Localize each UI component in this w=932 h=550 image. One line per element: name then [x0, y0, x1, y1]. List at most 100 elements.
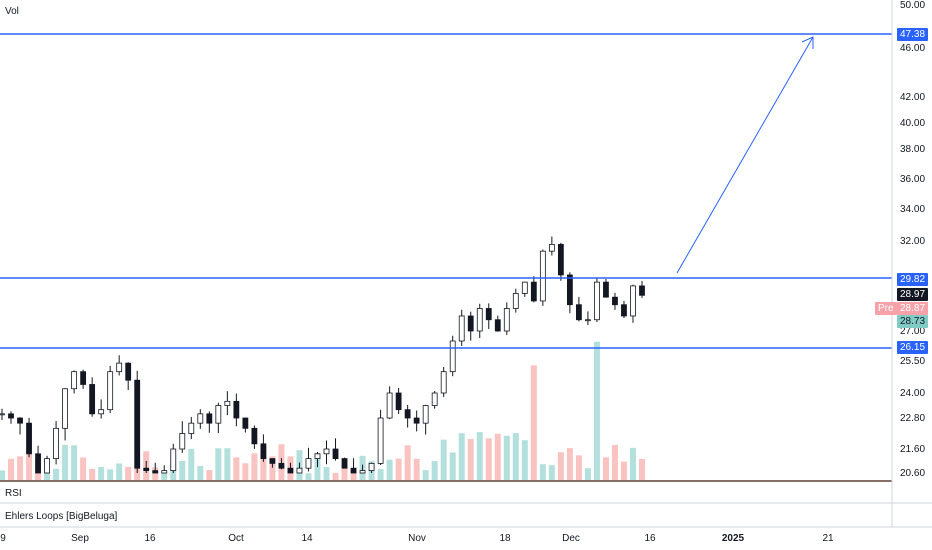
- volume-bar: [530, 365, 537, 480]
- volume-bar: [71, 445, 78, 480]
- time-tick: 21: [822, 533, 834, 544]
- candle-body: [449, 340, 456, 373]
- candle-body: [566, 274, 573, 306]
- candle-body: [476, 308, 483, 332]
- candle-body: [603, 281, 609, 298]
- candle-body: [341, 458, 348, 469]
- volume-bar: [386, 459, 393, 480]
- candle-body: [621, 304, 627, 317]
- candle-body: [350, 467, 357, 474]
- volume-bar: [80, 457, 87, 480]
- candle-body: [639, 285, 645, 296]
- volume-bar: [107, 469, 114, 480]
- volume-bar: [197, 466, 204, 480]
- resistance-high-price-tag: 47.38: [897, 28, 929, 41]
- price-tick: 25.50: [900, 356, 926, 367]
- volume-bar: [503, 435, 510, 480]
- candle-body: [287, 467, 294, 474]
- price-tick: 32.00: [900, 236, 926, 247]
- time-tick: 14: [301, 533, 313, 544]
- candle-body: [179, 433, 186, 450]
- time-tick: 16: [644, 533, 656, 544]
- candle-body: [98, 409, 105, 415]
- candle-body: [26, 422, 32, 455]
- candle-body: [359, 470, 366, 474]
- volume-bar: [476, 432, 483, 480]
- volume-bar: [152, 467, 159, 480]
- last-price-tag: 28.97: [897, 288, 929, 301]
- candle-body: [404, 409, 411, 419]
- volume-bar: [8, 458, 15, 480]
- premarket-price-tag: 28.87: [897, 302, 929, 315]
- time-tick: 18: [499, 533, 511, 544]
- candle-body: [512, 293, 519, 309]
- candle-body: [206, 413, 213, 424]
- volume-bar: [26, 450, 33, 480]
- price-tick: 42.00: [900, 92, 926, 103]
- candle-body: [44, 458, 50, 474]
- candle-body: [224, 400, 231, 406]
- candle-body: [530, 281, 537, 302]
- candle-body: [585, 319, 591, 322]
- price-tick: 24.00: [900, 388, 926, 399]
- price-tick: 40.00: [900, 118, 926, 129]
- candle-body: [0, 413, 5, 416]
- candle-body: [71, 371, 78, 390]
- volume-bar: [0, 470, 5, 480]
- time-tick: Nov: [408, 533, 426, 544]
- time-tick: Oct: [228, 533, 244, 544]
- candle-body: [278, 462, 285, 469]
- volume-bar: [602, 457, 609, 480]
- candle-body: [89, 384, 96, 415]
- volume-bar: [323, 467, 330, 480]
- volume-bar: [521, 440, 528, 480]
- volume-bar: [629, 447, 636, 480]
- candle-body: [440, 371, 447, 394]
- projection-arrowhead: [801, 36, 814, 49]
- candles: [0, 236, 645, 474]
- price-tick: 36.00: [900, 174, 926, 185]
- candle-body: [431, 392, 438, 406]
- candle-body: [143, 467, 150, 472]
- volume-bar: [512, 433, 519, 480]
- volume-bar: [440, 439, 447, 480]
- price-tick: 38.00: [900, 144, 926, 155]
- volume-bar: [179, 460, 186, 480]
- candle-body: [242, 417, 249, 429]
- time-tick: Sep: [71, 533, 89, 544]
- volume-bar: [467, 439, 474, 480]
- candle-body: [458, 315, 465, 342]
- candle-body: [332, 448, 339, 460]
- volume-bar: [485, 438, 492, 480]
- volume-bar: [548, 465, 555, 480]
- candle-body: [305, 458, 312, 469]
- candle-body: [503, 308, 510, 332]
- price-tick: 46.00: [900, 43, 926, 54]
- volume-bar: [539, 464, 546, 480]
- time-tick: 2025: [721, 533, 745, 544]
- candle-body: [386, 392, 393, 419]
- volume-bar: [62, 444, 69, 480]
- candle-body: [557, 243, 564, 276]
- candle-body: [630, 285, 636, 317]
- candle-body: [368, 462, 375, 471]
- volume-bar: [215, 448, 222, 480]
- volume-bar: [611, 444, 618, 480]
- time-tick: 16: [144, 533, 156, 544]
- volume-bar: [341, 457, 348, 480]
- candle-body: [53, 427, 59, 460]
- time-tick: Dec: [562, 533, 580, 544]
- volume-bar: [251, 453, 258, 480]
- price-tick: 22.80: [900, 413, 926, 424]
- price-tick: 27.00: [900, 326, 926, 337]
- candle-body: [62, 388, 68, 429]
- candle-body: [35, 453, 41, 474]
- rsi-pane-label: RSI: [5, 488, 22, 499]
- candle-body: [395, 392, 402, 411]
- volume-bar: [260, 445, 267, 480]
- volume-bar: [206, 470, 213, 480]
- candle-body: [485, 308, 492, 321]
- volume-pane-label: Vol: [5, 6, 19, 17]
- projection-arrow: [676, 36, 814, 274]
